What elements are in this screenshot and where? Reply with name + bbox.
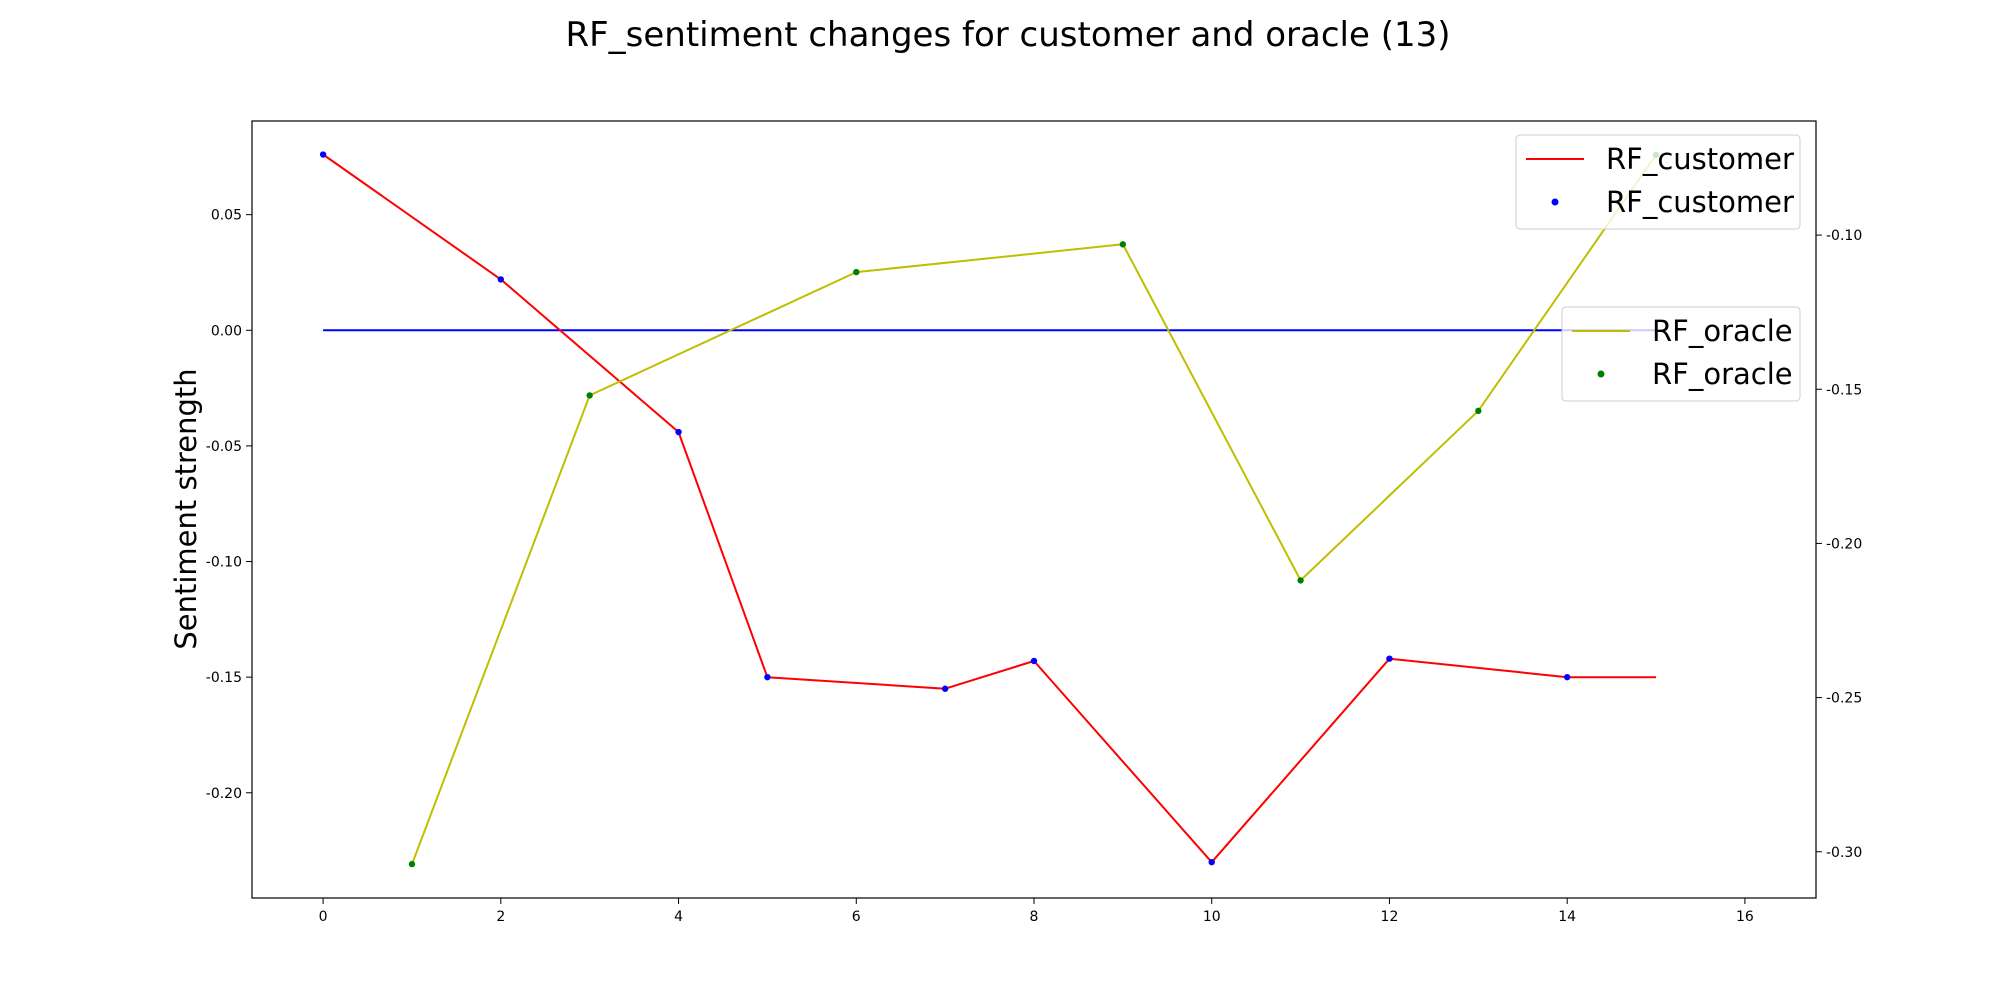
x-tick-label: 4 [674,909,683,925]
legend-rf-customer-marker-swatch [1551,198,1559,206]
rf-customer-point [1563,673,1571,681]
rf-customer-point [497,276,505,283]
legend-rf-oracle-marker-swatch [1597,370,1605,378]
x-tick-label: 0 [319,909,328,925]
rf-customer-point [1208,858,1215,866]
plot-area: 0 2 4 6 8 10 12 14 16 0.05 0.00 -0.05 -0.10 -0.15 -0.2… [206,151,1862,925]
rf-oracle-line [411,154,1657,865]
rf-oracle-point [408,860,416,868]
rf-customer-point [1386,655,1393,662]
y-left-tick-label: -0.05 [206,439,242,455]
y-right-tick-label: -0.15 [1826,382,1862,398]
y-left-tick-label: -0.10 [206,555,242,571]
rf-customer-point [764,673,771,681]
plot-frame [251,120,1817,899]
rf-oracle-point [1119,241,1127,248]
legend-rf-customer-label: RF_customer [1606,185,1794,219]
y-left-tick-label: -0.20 [206,786,242,802]
y-right-tick-label: -0.30 [1826,845,1862,861]
x-tick-label: 6 [852,909,861,925]
y-left-tick-label: 0.05 [211,208,242,224]
x-tick-label: 2 [496,909,505,925]
y-axis-label: Sentiment strength [169,368,203,649]
x-tick-label: 8 [1030,909,1039,925]
chart-title: RF_sentiment changes for customer and or… [565,15,1450,55]
legend-rf-oracle-label: RF_oracle [1652,314,1793,348]
legend-rf-customer-label: RF_customer [1606,142,1794,176]
rf-customer-point [675,428,682,436]
legend-rf-oracle-label: RF_oracle [1652,357,1793,391]
y-left-tick-label: 0.00 [211,323,242,339]
y-right-tick-label: -0.10 [1826,228,1862,244]
rf-oracle-point [1475,407,1482,415]
rf-customer-point [1030,657,1038,665]
rf-customer-line [322,153,1656,864]
legend-box [1515,134,1801,230]
y-right-tick-label: -0.25 [1826,691,1862,707]
rf-customer-point [941,685,949,692]
rf-customer-point [319,151,327,158]
x-tick-label: 10 [1203,909,1221,925]
y-right-tick-label: -0.20 [1826,536,1862,552]
rf-oracle-point [1297,577,1304,584]
legends: RF_customer RF_customer RF_oracle RF_oracle [1515,134,1801,402]
rf-oracle-point [853,268,860,276]
y-left-tick-label: -0.15 [206,670,242,686]
rf-oracle-point [586,392,593,399]
x-tick-label: 14 [1558,909,1576,925]
x-tick-label: 16 [1736,909,1754,925]
x-tick-label: 12 [1381,909,1399,925]
